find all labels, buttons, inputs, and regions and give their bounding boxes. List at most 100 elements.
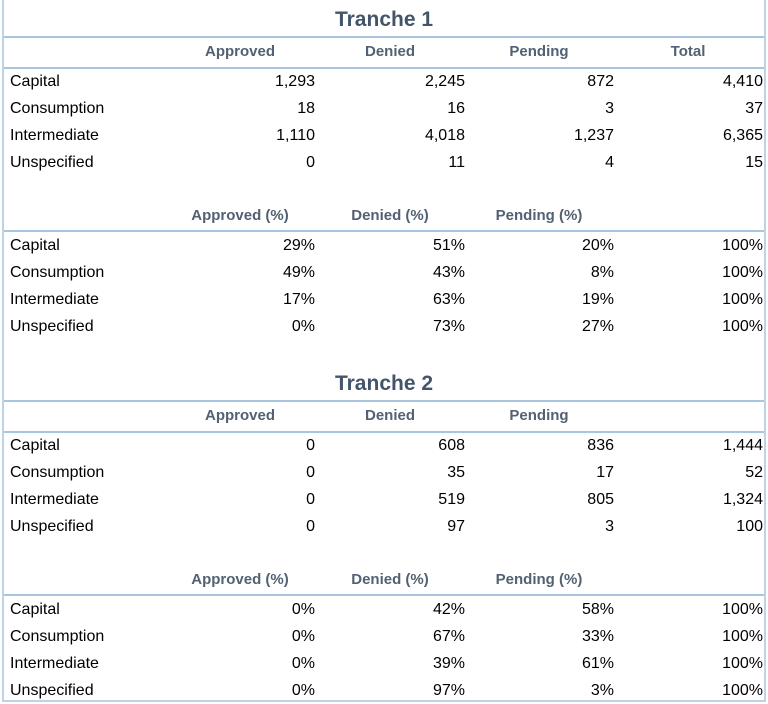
cell-value: 0 xyxy=(306,437,315,454)
cell-value: 0 xyxy=(306,464,315,481)
cell-value: 29% xyxy=(282,237,315,254)
cell-value: 49% xyxy=(282,264,315,281)
cell-value: 100% xyxy=(722,601,763,618)
cell-value: 4,018 xyxy=(424,127,465,144)
divider xyxy=(4,594,764,596)
cell-value: 3 xyxy=(605,100,614,117)
cell-value: 19% xyxy=(581,291,614,308)
divider xyxy=(4,230,764,232)
cell-value: 836 xyxy=(587,437,614,454)
column-header: Pending xyxy=(509,407,569,424)
cell-value: 6,365 xyxy=(722,127,763,144)
cell-value: 0% xyxy=(291,655,315,672)
cell-value: 15 xyxy=(745,154,763,171)
cell-value: 4,410 xyxy=(722,73,763,90)
cell-value: 51% xyxy=(432,237,465,254)
cell-value: 872 xyxy=(587,73,614,90)
row-label: Consumption xyxy=(10,628,105,645)
row-label: Intermediate xyxy=(10,291,99,308)
cell-value: 0% xyxy=(291,318,315,335)
row-label: Intermediate xyxy=(10,655,99,672)
cell-value: 100% xyxy=(722,318,763,335)
cell-value: 1,110 xyxy=(276,127,315,144)
cell-value: 97 xyxy=(447,518,465,535)
cell-value: 0% xyxy=(291,682,315,699)
cell-value: 16 xyxy=(447,100,465,117)
cell-value: 58% xyxy=(581,601,614,618)
column-header: Denied (%) xyxy=(351,207,429,224)
column-header: Denied (%) xyxy=(351,571,429,588)
column-header: Pending xyxy=(509,43,569,60)
column-header: Pending (%) xyxy=(495,571,583,588)
row-label: Capital xyxy=(10,437,60,454)
cell-value: 3% xyxy=(590,682,614,699)
cell-value: 100% xyxy=(722,682,763,699)
row-label: Unspecified xyxy=(10,154,94,171)
cell-value: 17 xyxy=(596,464,614,481)
cell-value: 63% xyxy=(432,291,465,308)
cell-value: 1,237 xyxy=(573,127,614,144)
cell-value: 3 xyxy=(605,518,614,535)
column-header: Approved (%) xyxy=(191,207,289,224)
row-label: Consumption xyxy=(10,464,105,481)
cell-value: 1,293 xyxy=(274,73,315,90)
cell-value: 42% xyxy=(432,601,465,618)
cell-value: 805 xyxy=(587,491,614,508)
cell-value: 35 xyxy=(447,464,465,481)
cell-value: 20% xyxy=(581,237,614,254)
cell-value: 17% xyxy=(282,291,315,308)
cell-value: 52 xyxy=(745,464,763,481)
row-label: Unspecified xyxy=(10,518,94,535)
cell-value: 100% xyxy=(722,264,763,281)
cell-value: 0 xyxy=(306,518,315,535)
section-title: Tranche 1 xyxy=(334,8,434,31)
cell-value: 100 xyxy=(736,518,763,535)
row-label: Intermediate xyxy=(10,127,99,144)
cell-value: 1,444 xyxy=(722,437,763,454)
column-header: Approved xyxy=(204,407,276,424)
cell-value: 67% xyxy=(432,628,465,645)
cell-value: 11 xyxy=(448,154,465,171)
column-header: Total xyxy=(670,43,706,60)
divider xyxy=(4,400,764,402)
cell-value: 73% xyxy=(432,318,465,335)
cell-value: 100% xyxy=(722,291,763,308)
column-header: Approved xyxy=(204,43,276,60)
cell-value: 0 xyxy=(306,491,315,508)
cell-value: 4 xyxy=(605,154,614,171)
section-title: Tranche 2 xyxy=(334,372,434,395)
cell-value: 33% xyxy=(581,628,614,645)
row-label: Consumption xyxy=(10,264,105,281)
cell-value: 100% xyxy=(722,628,763,645)
column-header: Denied xyxy=(364,43,416,60)
cell-value: 0% xyxy=(291,601,315,618)
cell-value: 100% xyxy=(722,655,763,672)
cell-value: 43% xyxy=(432,264,465,281)
row-label: Capital xyxy=(10,601,60,618)
cell-value: 608 xyxy=(438,437,465,454)
cell-value: 8% xyxy=(590,264,614,281)
row-label: Capital xyxy=(10,73,60,90)
row-label: Capital xyxy=(10,237,60,254)
cell-value: 61% xyxy=(581,655,614,672)
row-label: Consumption xyxy=(10,100,105,117)
row-label: Unspecified xyxy=(10,682,94,699)
cell-value: 39% xyxy=(432,655,465,672)
cell-value: 1,324 xyxy=(722,491,763,508)
divider xyxy=(4,67,764,69)
column-header: Denied xyxy=(364,407,416,424)
cell-value: 0% xyxy=(291,628,315,645)
row-label: Unspecified xyxy=(10,318,94,335)
cell-value: 18 xyxy=(297,100,315,117)
column-header: Approved (%) xyxy=(191,571,289,588)
cell-value: 27% xyxy=(581,318,614,335)
cell-value: 0 xyxy=(306,154,315,171)
cell-value: 2,245 xyxy=(424,73,465,90)
cell-value: 97% xyxy=(432,682,465,699)
cell-value: 100% xyxy=(722,237,763,254)
column-header: Pending (%) xyxy=(495,207,583,224)
row-label: Intermediate xyxy=(10,491,99,508)
divider xyxy=(4,36,764,38)
divider xyxy=(4,431,764,433)
